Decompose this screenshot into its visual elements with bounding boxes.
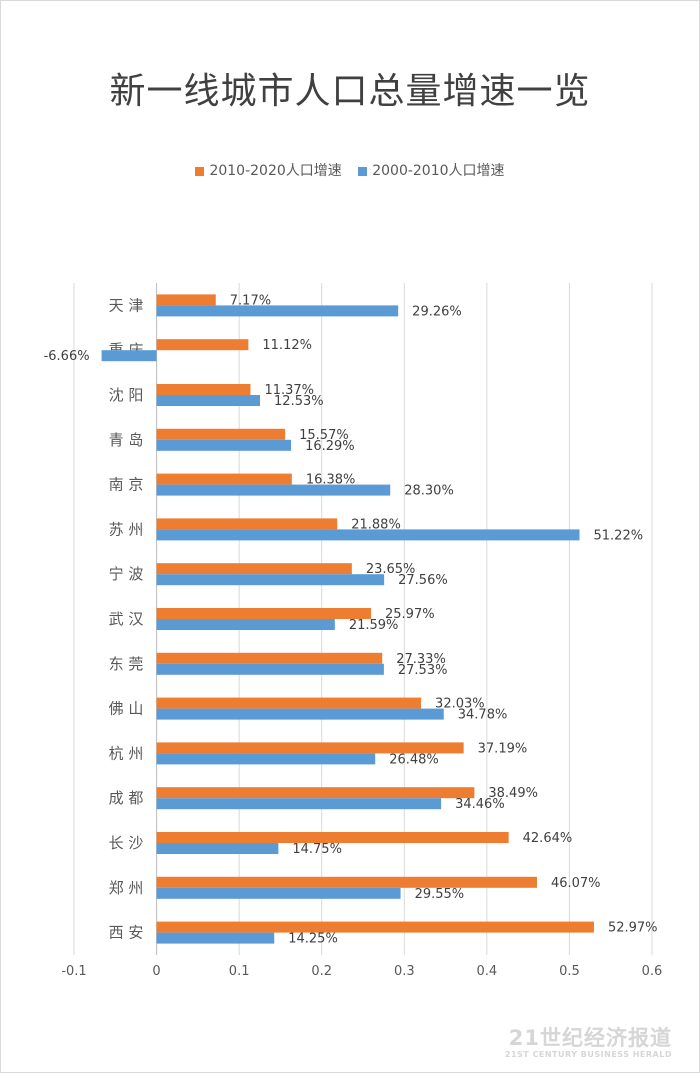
bar-2000-2010 (156, 708, 444, 720)
data-label: 32.03% (435, 697, 485, 712)
legend-label-2010-2020: 2010-2020人口增速 (209, 163, 342, 179)
bar-2000-2010 (156, 798, 442, 810)
data-label: 27.33% (396, 652, 446, 667)
data-label: 25.97% (385, 607, 435, 622)
bar-2000-2010 (156, 753, 376, 765)
data-label: 37.19% (478, 741, 528, 756)
data-label: 34.46% (455, 797, 505, 812)
data-label: 38.49% (488, 786, 538, 801)
category-label: 青 岛 (109, 431, 144, 449)
category-label: 杭 州 (109, 744, 144, 762)
category-label: 东 莞 (109, 655, 144, 673)
category-label: 长 沙 (109, 834, 144, 852)
data-label: 28.30% (404, 484, 454, 499)
bar-2000-2010 (156, 619, 335, 630)
bar-2000-2010 (156, 529, 580, 541)
x-tick-label: 0 (152, 964, 160, 979)
category-label: 佛 山 (109, 700, 144, 718)
bar-2000-2010 (156, 439, 292, 451)
bar-2010-2020 (156, 294, 216, 306)
category-label: 西 安 (109, 924, 144, 942)
bar-2000-2010 (156, 887, 401, 899)
data-label: 26.48% (389, 752, 439, 767)
bar-2000-2010 (156, 484, 391, 496)
bar-2010-2020 (156, 832, 509, 843)
x-tick-label: 0.6 (642, 964, 663, 979)
legend-swatch-orange (195, 166, 205, 176)
bar-2000-2010 (156, 843, 279, 854)
bar-2010-2020 (156, 339, 249, 351)
category-label: 成 都 (109, 789, 144, 807)
data-label: 7.17% (230, 293, 271, 308)
legend-item-2010-2020: 2010-2020人口增速 (195, 160, 342, 180)
watermark-main: 21世纪经济报道 (508, 1026, 672, 1050)
bar-2010-2020 (156, 652, 383, 664)
bar-2010-2020 (156, 473, 292, 485)
category-label: 宁 波 (109, 565, 144, 583)
x-tick-label: 0.3 (394, 964, 415, 979)
bar-2010-2020 (156, 787, 475, 799)
legend-swatch-blue (358, 166, 368, 176)
bar-2010-2020 (156, 518, 338, 530)
category-label: 南 京 (109, 476, 144, 494)
data-label: 51.22% (594, 528, 644, 543)
data-label: -6.66% (44, 349, 90, 364)
data-label: 27.53% (398, 663, 448, 678)
x-tick-label: 0.4 (477, 964, 498, 979)
data-label: 14.75% (292, 842, 342, 857)
category-label: 武 汉 (109, 610, 144, 628)
data-label: 14.25% (288, 932, 338, 947)
bar-2010-2020 (156, 608, 372, 619)
bar-2010-2020 (156, 742, 464, 754)
data-label: 11.12% (262, 338, 312, 353)
data-label: 11.37% (264, 383, 314, 398)
watermark-sub: 21ST CENTURY BUSINESS HERALD (504, 1050, 672, 1059)
bar-2000-2010 (156, 663, 384, 675)
bar-2000-2010 (156, 395, 261, 406)
category-label: 苏 州 (109, 520, 144, 538)
watermark-logo: 21世纪经济报道 21ST CENTURY BUSINESS HERALD (505, 1022, 672, 1059)
x-tick-label: -0.1 (61, 964, 86, 979)
x-tick-label: 0.1 (229, 964, 250, 979)
data-label: 16.29% (305, 439, 355, 454)
data-label: 21.59% (349, 618, 399, 633)
category-label: 天 津 (109, 296, 144, 314)
data-label: 15.57% (299, 428, 349, 443)
legend-label-2000-2010: 2000-2010人口增速 (372, 163, 505, 179)
bar-2010-2020 (156, 428, 286, 440)
bar-2010-2020 (156, 563, 352, 575)
data-label: 21.88% (351, 517, 401, 532)
x-tick-label: 0.5 (559, 964, 580, 979)
data-label: 16.38% (306, 473, 356, 488)
bar-2010-2020 (156, 384, 251, 395)
x-tick-label: 0.2 (311, 964, 332, 979)
data-label: 52.97% (608, 921, 658, 936)
data-label: 34.78% (458, 708, 508, 723)
bar-2000-2010 (156, 305, 399, 317)
legend-item-2000-2010: 2000-2010人口增速 (358, 160, 505, 180)
bar-2000-2010 (101, 350, 157, 362)
data-label: 12.53% (274, 394, 324, 409)
chart-title: 新一线城市人口总量增速一览 (109, 71, 591, 112)
chart-legend: 2010-2020人口增速 2000-2010人口增速 (0, 160, 700, 180)
bar-2010-2020 (156, 876, 537, 888)
data-label: 29.26% (412, 304, 462, 319)
bar-2010-2020 (156, 697, 422, 709)
data-label: 27.56% (398, 573, 448, 588)
bar-2000-2010 (156, 932, 275, 944)
category-label: 郑 州 (109, 879, 144, 897)
category-label: 沈 阳 (109, 386, 144, 404)
data-label: 42.64% (523, 831, 573, 846)
data-label: 46.07% (551, 876, 601, 891)
bar-2010-2020 (156, 921, 594, 933)
data-label: 23.65% (366, 562, 416, 577)
data-label: 29.55% (415, 887, 465, 902)
bar-2000-2010 (156, 574, 385, 586)
